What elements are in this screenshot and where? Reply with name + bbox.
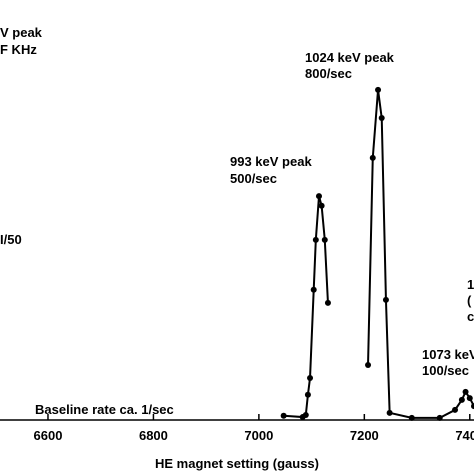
data-point	[307, 375, 314, 381]
x-tick-label: 6800	[139, 428, 168, 443]
data-point	[408, 414, 415, 421]
data-point	[318, 202, 325, 209]
data-point	[386, 409, 393, 416]
data-point	[324, 299, 331, 306]
annotation: I/50	[0, 232, 22, 247]
x-tick-label: 6600	[34, 428, 63, 443]
data-point	[382, 296, 389, 303]
data-point	[378, 115, 385, 122]
annotation: 800/sec	[305, 66, 352, 81]
annotation: F KHz	[0, 42, 37, 57]
data-point	[312, 236, 319, 243]
annotation: (	[467, 293, 472, 308]
data-point	[365, 361, 372, 368]
data-point	[310, 286, 317, 293]
data-point	[452, 406, 459, 413]
data-point	[462, 388, 469, 395]
x-tick-label: 7400	[455, 428, 474, 443]
data-point	[375, 86, 382, 93]
data-point	[315, 193, 322, 200]
data-point	[466, 395, 473, 402]
x-tick-label: 7000	[244, 428, 273, 443]
annotation: 1	[467, 277, 474, 292]
data-point	[458, 396, 465, 403]
data-point	[369, 154, 376, 161]
data-point	[436, 414, 443, 421]
data-point	[302, 411, 309, 418]
annotation: 1073 keV	[422, 347, 474, 362]
annotation: V peak	[0, 25, 43, 40]
data-point	[321, 236, 328, 243]
annotation: 1024 keV peak	[305, 50, 395, 65]
annotation: c	[467, 309, 474, 324]
annotation: Baseline rate ca. 1/sec	[35, 402, 174, 417]
annotation: 993 keV peak	[230, 154, 312, 169]
annotation: 100/sec	[422, 363, 469, 378]
x-tick-label: 7200	[350, 428, 379, 443]
data-point	[471, 403, 474, 410]
data-point	[280, 412, 287, 419]
data-line	[283, 195, 329, 419]
annotation: 500/sec	[230, 171, 277, 186]
x-axis-label: HE magnet setting (gauss)	[155, 456, 319, 471]
data-point	[304, 391, 311, 398]
